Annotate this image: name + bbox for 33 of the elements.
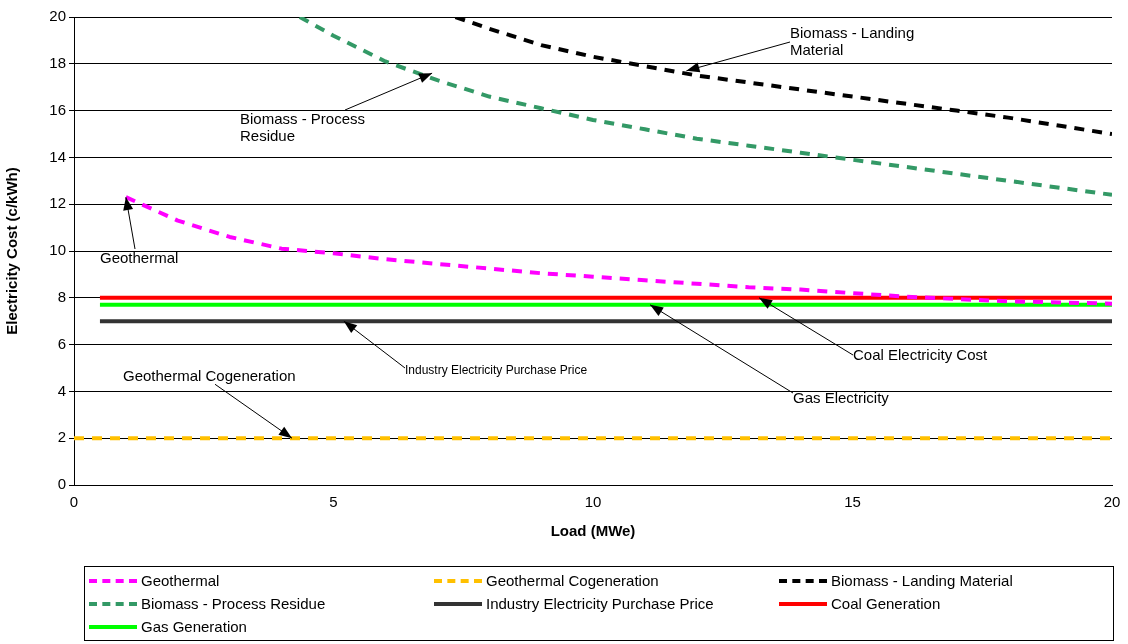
x-tick-label: 10	[584, 493, 602, 511]
legend-label: Geothermal Cogeneration	[486, 572, 659, 589]
y-tick-label: 12	[49, 194, 66, 212]
annotation: Biomass - Process Residue	[240, 110, 367, 145]
annotation: Gas Electricity	[793, 389, 889, 407]
y-tick-label: 18	[49, 53, 66, 71]
y-tick-label: 20	[49, 7, 66, 25]
x-axis-title: Load (MWe)	[550, 522, 636, 540]
legend-label: Gas Generation	[141, 618, 247, 635]
y-tick-label: 10	[49, 241, 66, 259]
legend-label: Coal Generation	[831, 595, 941, 612]
legend-label: Geothermal	[141, 572, 220, 589]
annotation: Geothermal Cogeneration	[123, 367, 296, 385]
y-tick-label: 14	[49, 147, 66, 165]
x-tick-label: 20	[1103, 493, 1121, 511]
annotation: Industry Electricity Purchase Price	[405, 363, 588, 378]
annotation: Geothermal	[100, 249, 179, 267]
y-axis-title: Electricity Cost (c/kWh)	[3, 167, 21, 335]
legend-label: Biomass - Process Residue	[141, 595, 326, 612]
y-tick-label: 8	[57, 287, 66, 305]
y-tick-label: 0	[57, 475, 66, 493]
x-tick-label: 15	[844, 493, 861, 511]
line-series	[297, 17, 1112, 197]
x-tick-label: 5	[329, 493, 338, 511]
x-tick-label: 0	[69, 493, 79, 511]
y-tick-label: 2	[57, 428, 66, 446]
y-tick-label: 16	[49, 100, 66, 118]
legend-label: Industry Electricity Purchase Price	[486, 595, 714, 612]
legend-label: Biomass - Landing Material	[831, 572, 1013, 589]
y-tick-label: 6	[57, 334, 66, 352]
annotation: Biomass - Landing Material	[790, 24, 916, 59]
annotation: Coal Electricity Cost	[853, 346, 988, 364]
y-tick-label: 4	[57, 381, 66, 399]
